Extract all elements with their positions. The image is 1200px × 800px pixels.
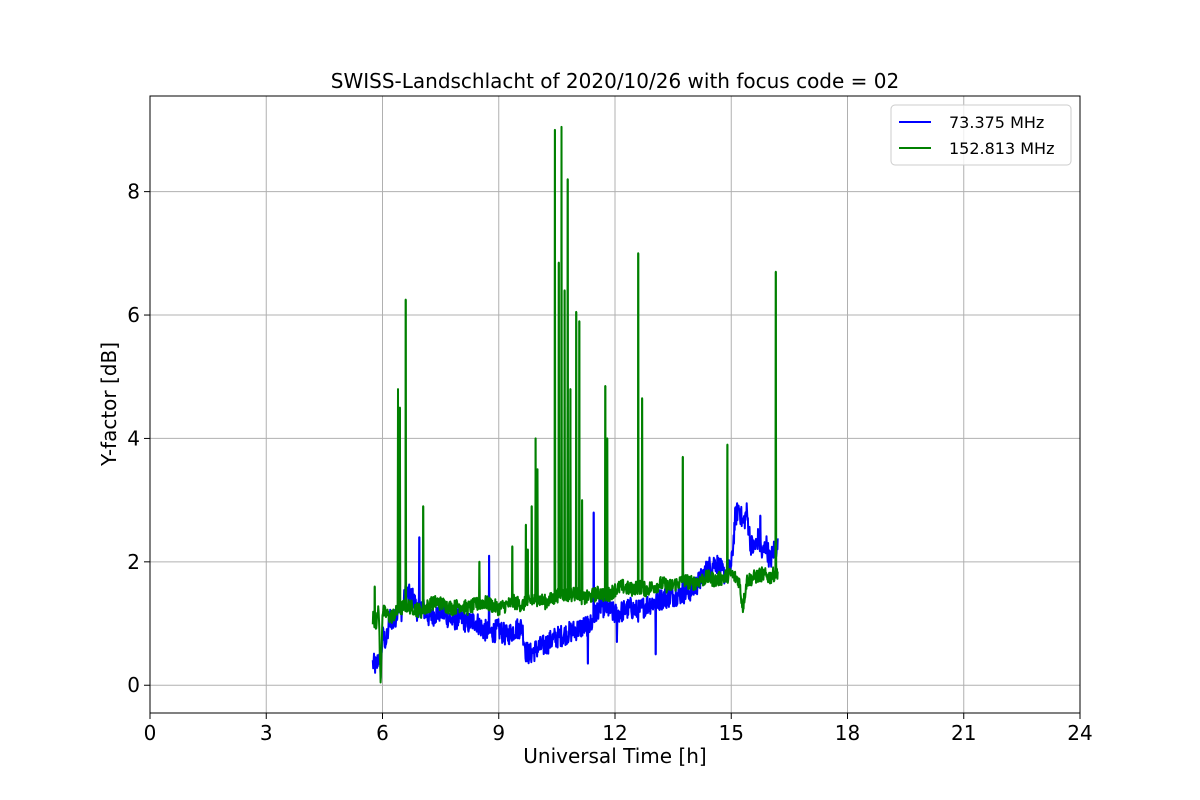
y-axis-ticks: 0 2 4 6 8: [127, 180, 150, 697]
legend: 73.375 MHz 152.813 MHz: [890, 104, 1072, 166]
legend-label-1: 152.813 MHz: [949, 139, 1054, 158]
x-axis-ticks: 0 3 6 9 12 15 18 21 24: [144, 713, 1093, 745]
x-tick-label-6: 18: [835, 721, 860, 745]
x-tick-label-2: 6: [376, 721, 389, 745]
series-1: [371, 125, 779, 684]
y-tick-label-1: 2: [127, 550, 140, 574]
x-tick-label-1: 3: [260, 721, 273, 745]
x-tick-label-7: 21: [951, 721, 976, 745]
x-tick-label-5: 15: [719, 721, 744, 745]
x-tick-label-4: 12: [602, 721, 627, 745]
legend-label-0: 73.375 MHz: [949, 113, 1044, 132]
x-tick-label-0: 0: [144, 721, 157, 745]
x-tick-label-8: 24: [1067, 721, 1092, 745]
plot-series-group: [371, 125, 779, 684]
y-tick-label-0: 0: [127, 673, 140, 697]
series-line-0: [371, 502, 779, 680]
y-tick-label-2: 4: [127, 426, 140, 450]
chart-title: SWISS-Landschlacht of 2020/10/26 with fo…: [331, 69, 899, 93]
x-axis-label: Universal Time [h]: [523, 744, 706, 768]
y-axis-label: Y-factor [dB]: [97, 342, 121, 467]
x-tick-label-3: 9: [492, 721, 505, 745]
y-tick-label-4: 8: [127, 180, 140, 204]
legend-box: [890, 104, 1072, 166]
y-tick-label-3: 6: [127, 303, 140, 327]
